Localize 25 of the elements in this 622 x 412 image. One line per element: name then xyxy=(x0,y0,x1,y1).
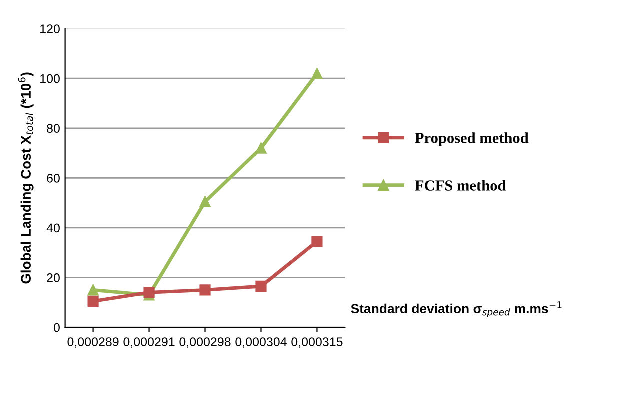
x-tick-label: 0,000289 xyxy=(68,338,119,348)
x-tick-label: 0,000315 xyxy=(292,338,343,348)
y-tick-label: 120 xyxy=(40,24,60,34)
y-tick-label: 100 xyxy=(40,74,60,84)
point xyxy=(200,196,211,208)
x-axis-title: Standard deviation σ$_{speed}$ m.ms$^{−1}$ xyxy=(351,302,562,318)
point xyxy=(256,280,267,292)
y-tick-label: 0 xyxy=(54,323,60,332)
y-tick-label: 60 xyxy=(47,174,60,183)
point xyxy=(88,284,99,296)
y-tick-label: 20 xyxy=(47,274,60,282)
x-tick-label: 0,000298 xyxy=(180,338,231,348)
x-tick-label: 0,000304 xyxy=(236,338,287,348)
point xyxy=(312,236,323,248)
y-axis-title: Global Landing Cost X$_{total}$ (*10$^{6}$) xyxy=(18,72,34,284)
legend-label: Proposed method xyxy=(415,132,529,146)
point xyxy=(144,287,155,298)
x-tick-label: 0,000291 xyxy=(124,338,175,348)
y-tick-label: 40 xyxy=(46,224,60,233)
legend-label: FCFS method xyxy=(415,180,506,191)
point xyxy=(200,284,211,296)
y-tick-label: 80 xyxy=(47,124,60,134)
point xyxy=(256,142,267,154)
point xyxy=(88,296,99,307)
point xyxy=(312,68,323,80)
